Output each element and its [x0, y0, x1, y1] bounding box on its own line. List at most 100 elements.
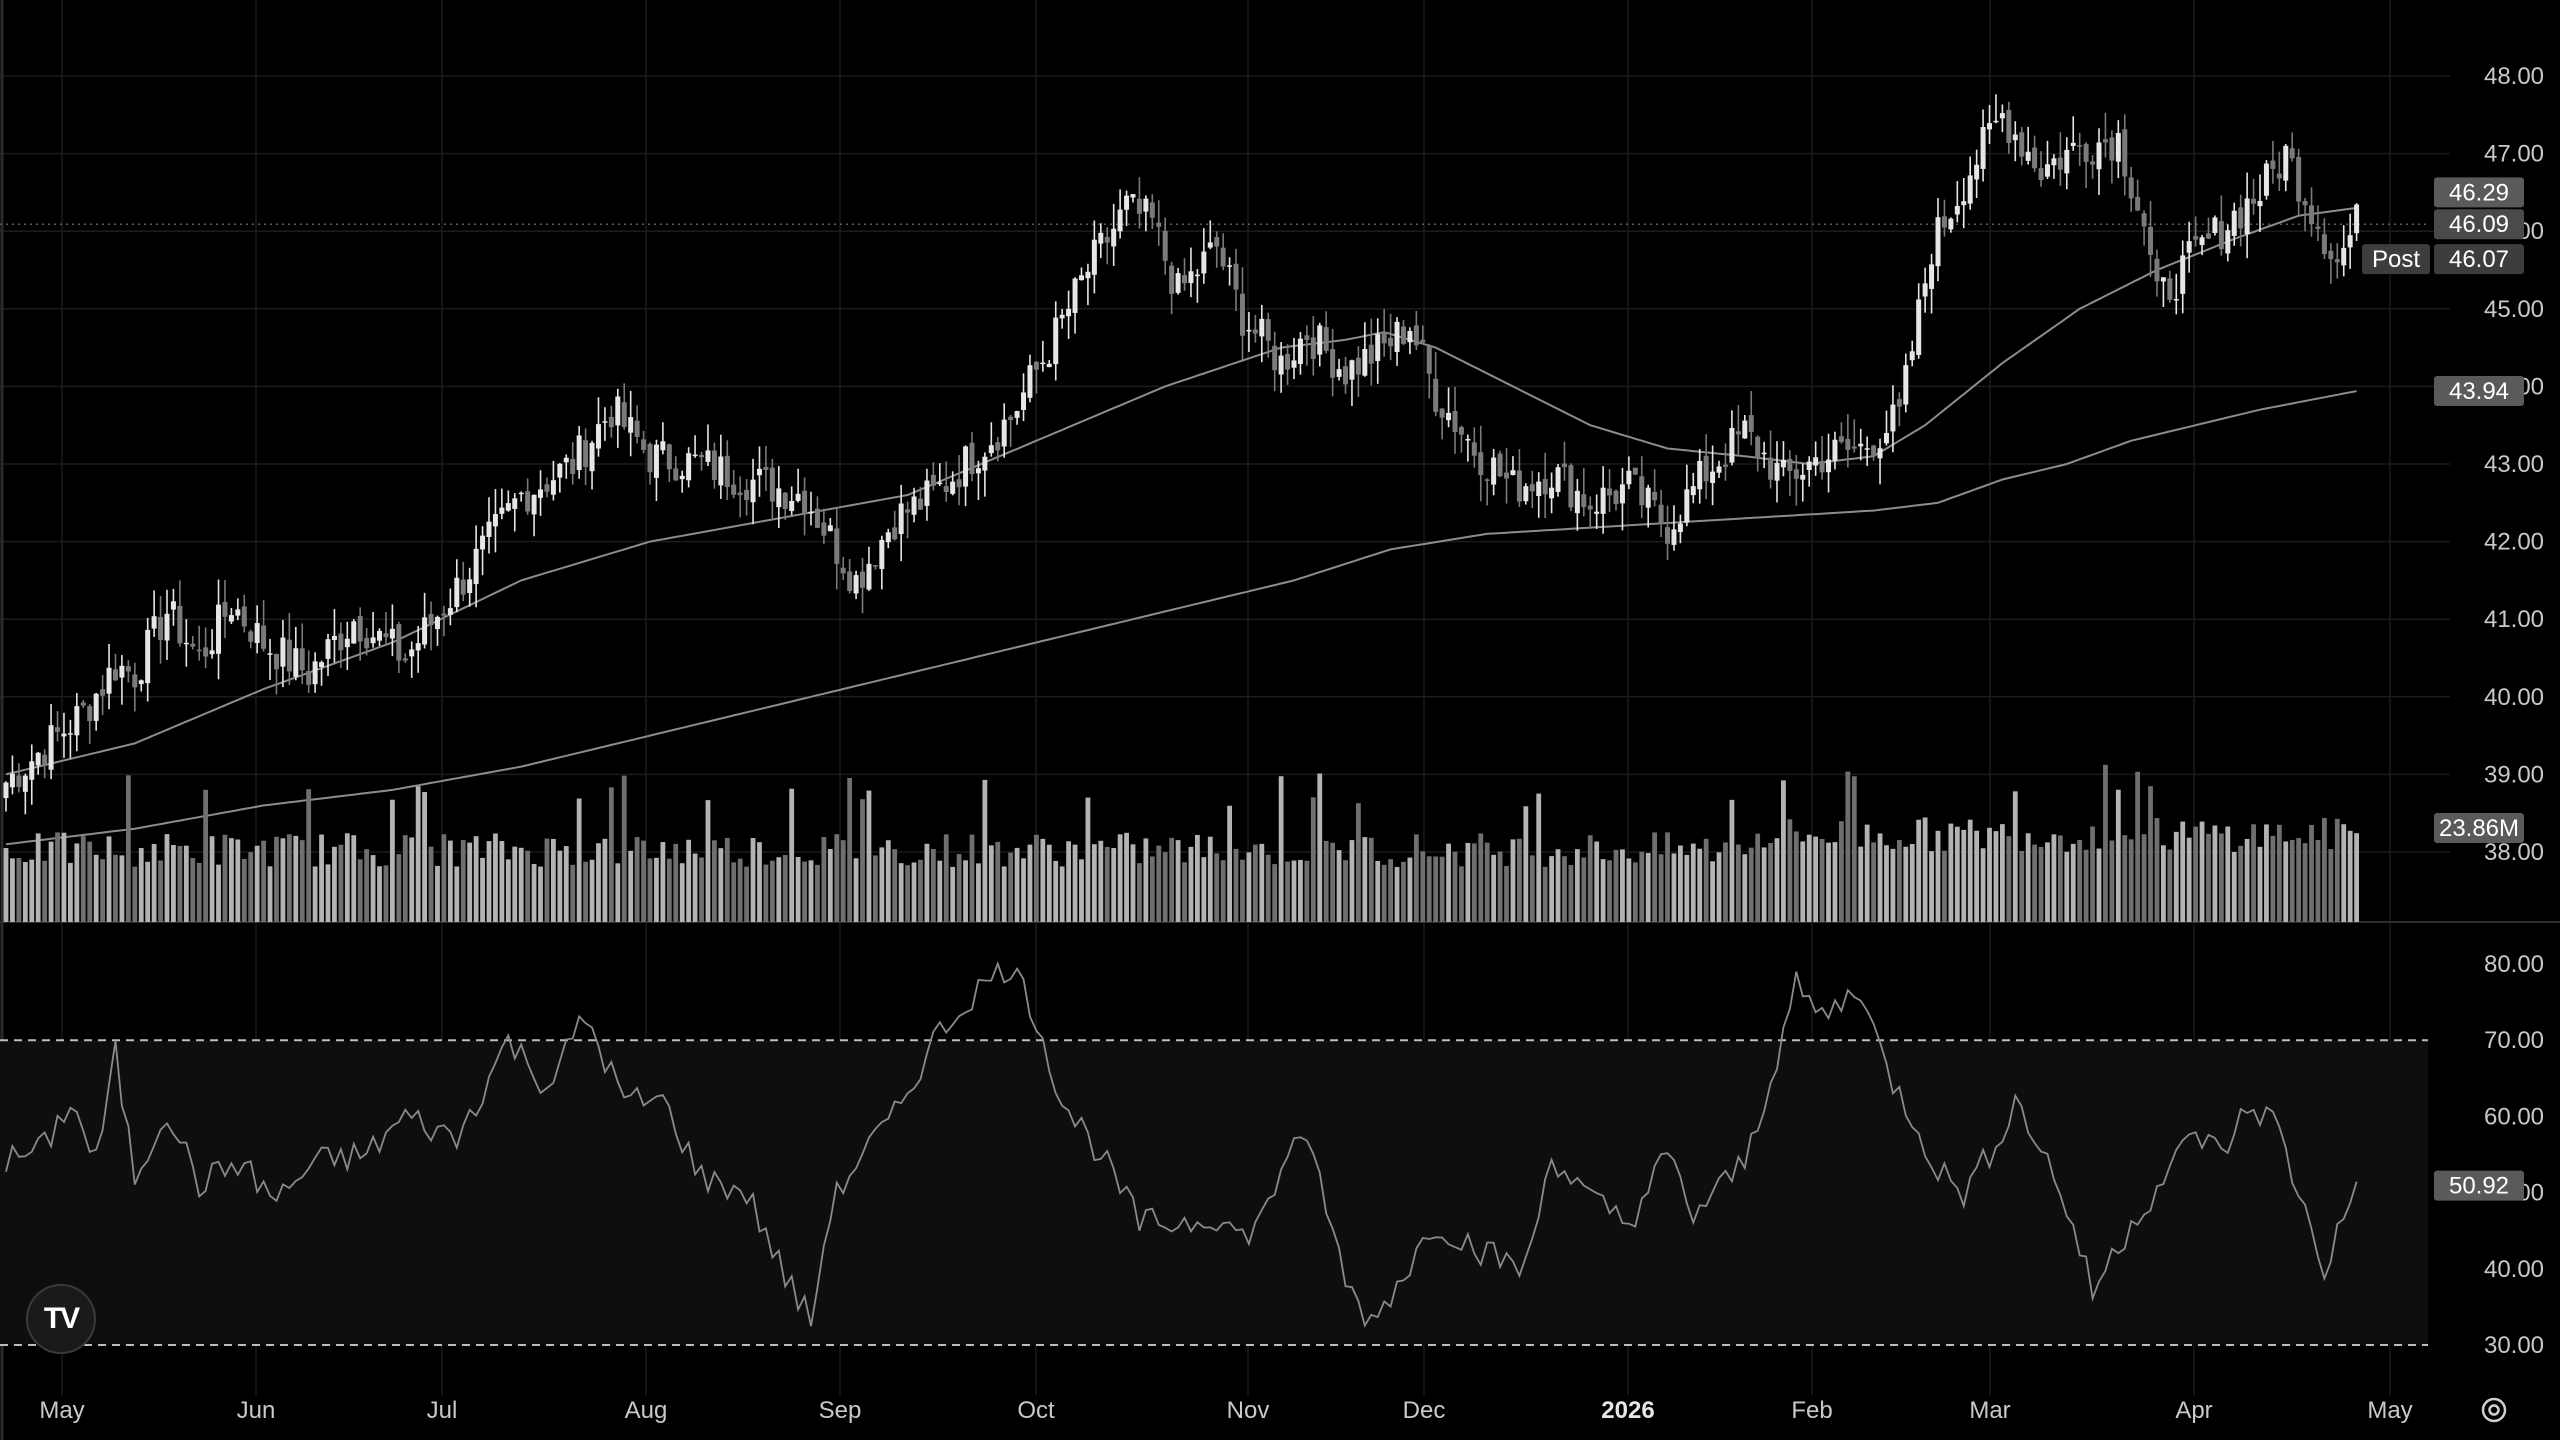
volume-bar [286, 834, 292, 922]
volume-bar [2251, 824, 2256, 922]
volume-bar [1542, 866, 1548, 922]
volume-bar [435, 865, 440, 922]
volume-bar [1401, 861, 1406, 922]
volume-bar [2180, 821, 2186, 922]
volume-bar [1471, 843, 1477, 922]
candle-body [1690, 486, 1696, 496]
candle-body [1542, 478, 1548, 495]
volume-bar [132, 866, 138, 922]
candle-body [1780, 459, 1786, 468]
candle-body [1677, 523, 1683, 533]
volume-bar [1137, 863, 1142, 922]
volume-bar [2206, 833, 2211, 922]
candle-body [1362, 348, 1368, 376]
settings-gear-icon[interactable] [2478, 1394, 2510, 1426]
volume-bar [1748, 847, 1754, 922]
candle-body [338, 633, 344, 651]
volume-bar [2257, 846, 2263, 922]
volume-bar [467, 842, 473, 922]
volume-bar [61, 832, 67, 922]
ma-line-fast [5, 206, 2357, 776]
candle-body [299, 648, 305, 671]
price-tick-label: 47.00 [2484, 141, 2544, 168]
candle-body [1394, 321, 1400, 353]
volume-bar [2283, 841, 2289, 922]
volume-bar [1246, 852, 1252, 922]
candle-body [2006, 109, 2012, 143]
candle-body [1336, 369, 1342, 377]
volume-bar [460, 840, 466, 922]
candle-body [2102, 139, 2108, 143]
candle-body [364, 638, 370, 649]
candle-body [1162, 230, 1168, 261]
candle-body [2038, 168, 2044, 181]
volume-bar [815, 864, 820, 922]
volume-bar [860, 799, 865, 922]
volume-bar [29, 859, 35, 922]
volume-bar [1304, 860, 1310, 922]
volume-bar [1265, 854, 1271, 922]
volume-bar [357, 859, 363, 922]
volume-bar [1974, 830, 1980, 922]
candle-body [2251, 198, 2257, 204]
volume-bar [712, 840, 717, 922]
candle-body [1214, 237, 1220, 247]
volume-bar [1343, 860, 1348, 922]
candle-body [924, 480, 930, 506]
ma-slow-badge-bg [2434, 376, 2524, 407]
volume-bar [2231, 851, 2237, 922]
volume-bar [2167, 849, 2173, 922]
tradingview-logo[interactable]: TV [26, 1284, 96, 1354]
candle-body [885, 532, 891, 543]
candle-body [9, 773, 15, 788]
candle-body [1381, 331, 1387, 344]
candle-body [1742, 420, 1748, 439]
candle-body [1883, 433, 1889, 444]
volume-bars [3, 764, 2359, 922]
candle-body [241, 606, 247, 627]
volume-bar [2122, 835, 2128, 922]
post-label: Post [2372, 246, 2420, 273]
volume-bar [396, 854, 402, 922]
candle-body [2057, 157, 2063, 170]
candle-body [538, 489, 544, 498]
volume-bar [686, 839, 692, 922]
candle-body [1046, 363, 1052, 368]
volume-bar [1645, 853, 1651, 922]
volume-bar [2019, 850, 2025, 922]
candle-body [1033, 361, 1039, 370]
volume-bar [1356, 803, 1361, 922]
volume-bar [2103, 764, 2108, 922]
time-tick-label: Sep [819, 1397, 862, 1424]
volume-bar [1175, 840, 1181, 922]
candle-body [2205, 233, 2211, 239]
volume-bar [608, 787, 614, 922]
volume-bar [364, 849, 370, 922]
volume-bar [2025, 833, 2031, 922]
candle-body [402, 658, 408, 661]
candle-body [1722, 464, 1728, 467]
candle-body [956, 479, 962, 488]
time-axis[interactable]: May Jun Jul Aug Sep Oct Nov Dec 2026 Feb Mar Apr May [39, 1397, 2412, 1424]
volume-bar [1742, 854, 1748, 922]
candle-body [853, 575, 859, 594]
candle-body [2025, 151, 2031, 161]
candle-body [67, 733, 73, 735]
volume-bar [1439, 856, 1445, 922]
candle-body [1008, 416, 1014, 421]
volume-bar [2141, 834, 2147, 922]
volume-bar [1001, 866, 1007, 922]
candle-body [2257, 200, 2263, 207]
volume-bar [1310, 797, 1316, 922]
volume-bar [563, 846, 569, 922]
time-tick-label: Feb [1791, 1397, 1832, 1424]
volume-bar [943, 834, 949, 922]
volume-bar [2006, 836, 2012, 922]
candle-body [2212, 217, 2218, 234]
candle-body [1665, 527, 1671, 544]
candle-body [1059, 314, 1065, 319]
candle-body [1600, 487, 1606, 514]
volume-bar [518, 847, 524, 922]
